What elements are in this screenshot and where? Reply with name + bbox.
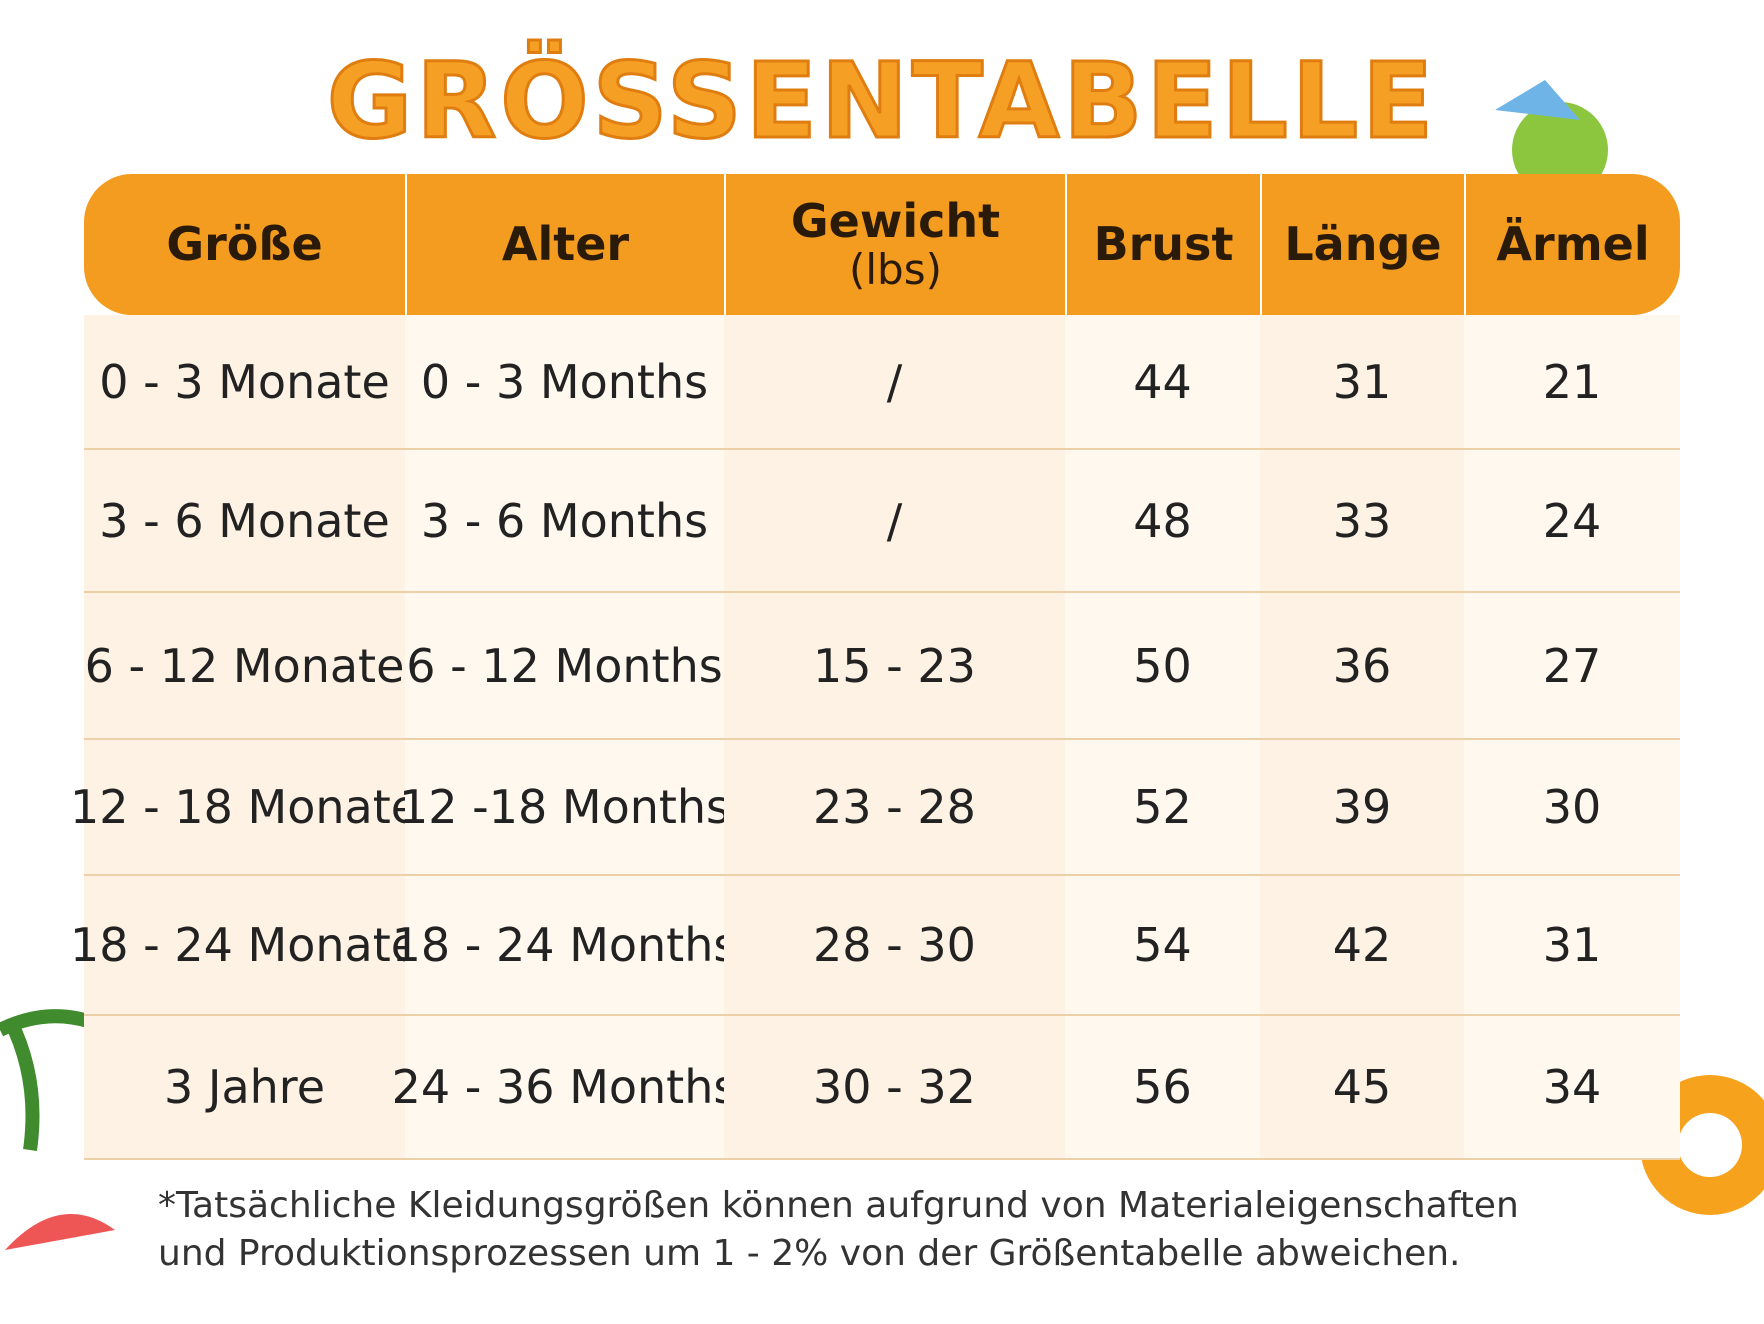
footnote-line: *Tatsächliche Kleidungsgrößen können auf… bbox=[158, 1185, 1519, 1226]
header-text: Alter bbox=[501, 217, 630, 272]
table-cell: 21 bbox=[1464, 315, 1680, 450]
table-cell: 33 bbox=[1260, 450, 1464, 593]
table-cell: 18 - 24 Months bbox=[392, 876, 737, 1016]
table-cell: 50 bbox=[1065, 593, 1260, 740]
table-cell: 3 Jahre bbox=[84, 1016, 405, 1160]
header-cell: Gewicht (lbs) bbox=[724, 174, 1065, 315]
table-cell: 30 bbox=[1464, 740, 1680, 876]
table-cell: 52 bbox=[1065, 740, 1260, 876]
header-text: Ärmel bbox=[1496, 217, 1650, 272]
beach-umbrella bbox=[5, 1214, 115, 1250]
header-unit: (lbs) bbox=[849, 244, 942, 294]
table-cell: 6 - 12 Months bbox=[405, 593, 724, 740]
table-cell: 18 - 24 Monate bbox=[70, 876, 419, 1016]
table-cell: 34 bbox=[1464, 1016, 1680, 1160]
table-cell: 27 bbox=[1464, 593, 1680, 740]
table-cell: 0 - 3 Months bbox=[405, 315, 724, 450]
table-cell: 30 - 32 bbox=[724, 1016, 1065, 1160]
table-cell: 3 - 6 Monate bbox=[84, 450, 405, 593]
table-cell: 24 bbox=[1464, 450, 1680, 593]
table-cell: 56 bbox=[1065, 1016, 1260, 1160]
table-cell: 6 - 12 Monate bbox=[84, 593, 405, 740]
table-cell: 3 - 6 Months bbox=[405, 450, 724, 593]
table-cell: 31 bbox=[1464, 876, 1680, 1016]
table-cell: 15 - 23 bbox=[724, 593, 1065, 740]
table-cell: 39 bbox=[1260, 740, 1464, 876]
swim-ring-hole bbox=[1678, 1113, 1742, 1177]
umbrella bbox=[1495, 80, 1580, 120]
header-cell: Brust bbox=[1065, 174, 1260, 315]
header-cell: Alter bbox=[405, 174, 724, 315]
table-cell: 28 - 30 bbox=[724, 876, 1065, 1016]
table-cell: / bbox=[724, 315, 1065, 450]
header-text: Länge bbox=[1284, 217, 1442, 272]
title: GRÖSSENTABELLE bbox=[325, 39, 1438, 164]
header-cell: Größe bbox=[84, 174, 405, 315]
table-cell: 42 bbox=[1260, 876, 1464, 1016]
header-text: Größe bbox=[166, 217, 323, 272]
table-cell: 24 - 36 Months bbox=[392, 1016, 737, 1160]
table-cell: 45 bbox=[1260, 1016, 1464, 1160]
table-cell: 31 bbox=[1260, 315, 1464, 450]
header-text: Brust bbox=[1093, 217, 1234, 272]
footnote: *Tatsächliche Kleidungsgrößen können auf… bbox=[158, 1182, 1519, 1278]
header-cell: Länge bbox=[1260, 174, 1464, 315]
header-cell: Ärmel bbox=[1464, 174, 1680, 315]
table-cell: 54 bbox=[1065, 876, 1260, 1016]
table-cell: 12 - 18 Monate bbox=[70, 740, 419, 876]
table-cell: 36 bbox=[1260, 593, 1464, 740]
table-cell: 0 - 3 Monate bbox=[84, 315, 405, 450]
footnote-line: und Produktionsprozessen um 1 - 2% von d… bbox=[158, 1233, 1461, 1274]
table-cell: 12 -18 Months bbox=[399, 740, 730, 876]
table-cell: / bbox=[724, 450, 1065, 593]
size-table: Größe Alter Gewicht (lbs) Brust Länge Ärmel 0 -… bbox=[70, 174, 1680, 1160]
table-cell: 48 bbox=[1065, 450, 1260, 593]
table-cell: 44 bbox=[1065, 315, 1260, 450]
header-text: Gewicht bbox=[790, 194, 1001, 249]
table-cell: 23 - 28 bbox=[724, 740, 1065, 876]
